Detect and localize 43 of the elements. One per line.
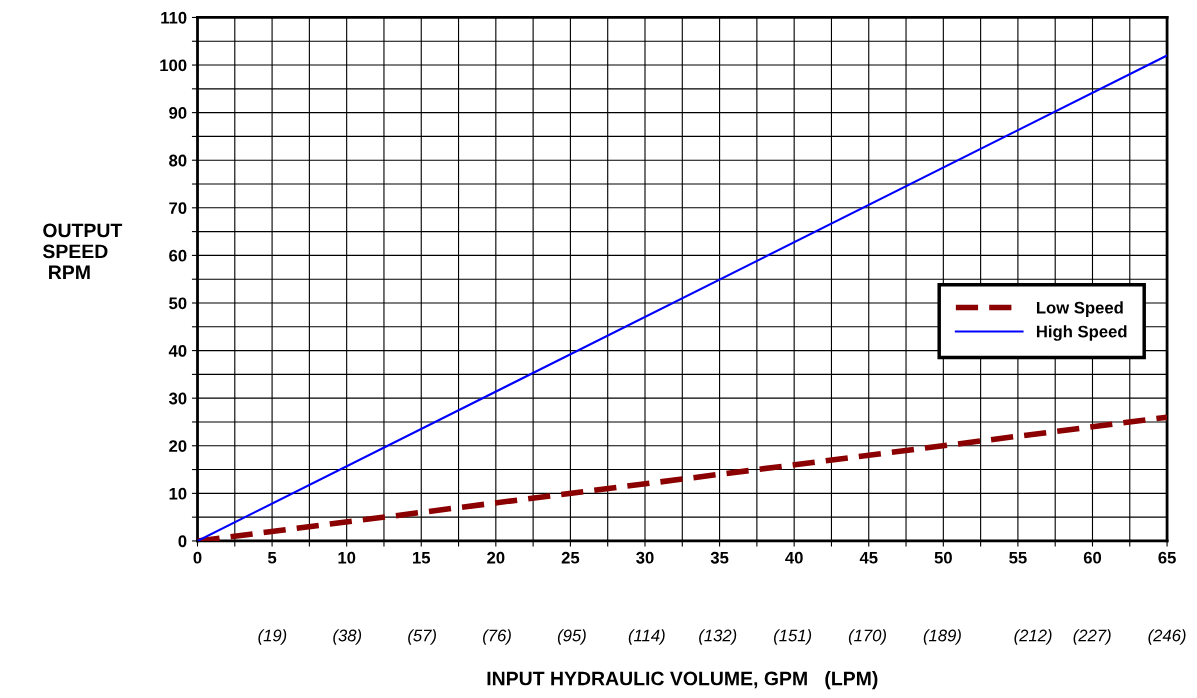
x-tick-label: 15 [413, 551, 431, 564]
y-tick-label: 80 [169, 154, 187, 167]
x-tick-label: 5 [267, 551, 277, 564]
y-tick-label: 0 [178, 535, 187, 548]
y-tick-label: 70 [169, 202, 187, 215]
y-axis-title: OUTPUT SPEED RPM [42, 223, 123, 279]
x2-tick-label: (151) [773, 629, 812, 645]
y-tick-label: 30 [168, 392, 187, 405]
x2-tick-label: (227) [1073, 629, 1111, 645]
x2-tick-label: (57) [408, 629, 436, 645]
y-tick-label: 20 [169, 440, 187, 452]
y-tick-label: 60 [169, 249, 187, 262]
x-axis-title: INPUT HYDRAULIC VOLUME, GPM (LPM) [487, 671, 878, 690]
y-tick-label: 100 [160, 59, 187, 72]
x2-tick-label: (189) [923, 629, 961, 645]
x2-tick-label: (38) [333, 629, 362, 645]
legend-label: High Speed [1036, 325, 1127, 341]
x-tick-label: 10 [338, 551, 356, 564]
x-tick-label: 50 [934, 551, 952, 564]
x-tick-label: 30 [636, 551, 654, 564]
legend-label: Low Speed [1036, 301, 1123, 317]
x2-tick-label: (114) [628, 629, 665, 645]
x-tick-label: 40 [785, 551, 803, 564]
x2-tick-label: (19) [258, 629, 287, 645]
y-tick-label: 90 [169, 107, 187, 119]
y-tick-label: 40 [168, 344, 187, 357]
x-tick-label: 0 [193, 551, 202, 564]
x-tick-label: 55 [1009, 551, 1027, 564]
x-tick-label: 25 [561, 551, 580, 564]
y-tick-label: 110 [161, 11, 187, 24]
x2-tick-label: (170) [848, 629, 886, 645]
y-tick-label: 10 [169, 487, 187, 500]
x-tick-label: 20 [487, 551, 505, 564]
x-tick-label: 35 [710, 551, 729, 564]
y-tick-label: 50 [169, 297, 187, 310]
x-tick-label: 60 [1083, 551, 1102, 564]
x-tick-label: 65 [1158, 551, 1176, 564]
x2-tick-label: (76) [483, 629, 511, 645]
x2-tick-label: (212) [1014, 629, 1052, 645]
x2-tick-label: (95) [557, 629, 586, 645]
x2-tick-label: (132) [699, 629, 737, 645]
x-tick-label: 45 [859, 551, 878, 564]
x2-tick-label: (246) [1148, 629, 1186, 645]
